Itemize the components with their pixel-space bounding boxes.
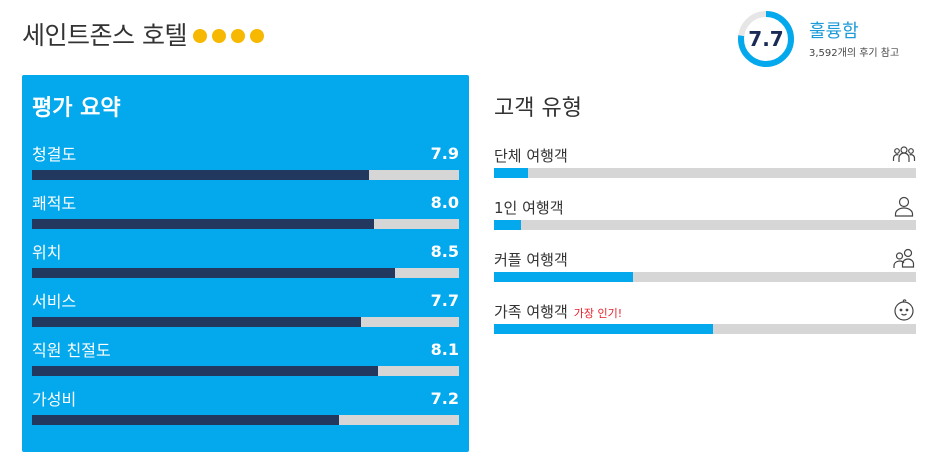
score-label: 훌륭함 — [809, 21, 859, 42]
traveler-row-group[interactable]: 단체 여행객 — [494, 140, 916, 178]
rating-bar — [32, 317, 459, 327]
hotel-header: 세인트존스 호텔 — [22, 16, 269, 52]
traveler-types-title: 고객 유형 — [494, 96, 582, 121]
traveler-bar — [494, 324, 916, 334]
summary-title: 평가 요약 — [32, 96, 121, 121]
rating-bar — [32, 415, 459, 425]
star-icon — [249, 29, 264, 43]
couple-icon — [893, 248, 915, 268]
rating-row-comfort: 쾌적도 8.0 — [32, 191, 459, 229]
rating-summary-panel: 평가 요약 — [22, 75, 469, 452]
traveler-bar — [494, 220, 916, 230]
group-icon — [892, 146, 916, 162]
star-icon — [230, 29, 245, 43]
traveler-label: 커플 여행객 — [494, 251, 568, 269]
rating-bar-fill — [32, 268, 395, 278]
star-rating — [192, 29, 269, 43]
overall-score: 7.7 훌륭함 3,592개의 후기 참고 — [737, 10, 899, 68]
rating-bar — [32, 170, 459, 180]
star-icon — [211, 29, 226, 43]
rating-label: 위치 — [32, 243, 62, 262]
traveler-bar-fill — [494, 272, 634, 282]
rating-bar-fill — [32, 415, 340, 425]
traveler-row-family[interactable]: 가족 여행객 가장 인기! — [494, 296, 916, 334]
rating-value: 8.1 — [430, 339, 459, 359]
rating-row-staff: 직원 친절도 8.1 — [32, 338, 459, 376]
rating-label: 청결도 — [32, 145, 77, 164]
rating-value: 8.5 — [430, 241, 459, 261]
traveler-row-solo[interactable]: 1인 여행객 — [494, 192, 916, 230]
rating-bar-fill — [32, 170, 370, 180]
rating-value: 7.2 — [430, 388, 459, 408]
rating-bar — [32, 219, 459, 229]
rating-bar-fill — [32, 219, 374, 229]
traveler-bar-fill — [494, 220, 522, 230]
rating-row-service: 서비스 7.7 — [32, 289, 459, 327]
score-value: 7.7 — [748, 27, 784, 51]
rating-row-value: 가성비 7.2 — [32, 387, 459, 425]
score-ring-graphic — [738, 11, 794, 67]
most-popular-badge: 가장 인기! — [573, 307, 623, 320]
rating-bar — [32, 268, 459, 278]
hotel-name: 세인트존스 호텔 — [22, 21, 187, 50]
traveler-label: 가족 여행객 — [494, 303, 568, 321]
rating-label: 가성비 — [32, 390, 77, 409]
rating-row-cleanliness: 청결도 7.9 — [32, 142, 459, 180]
rating-value: 7.7 — [430, 290, 459, 310]
rating-label: 쾌적도 — [32, 194, 77, 213]
rating-bar-fill — [32, 317, 361, 327]
star-icon — [192, 29, 207, 43]
rating-bar-fill — [32, 366, 378, 376]
review-count: 3,592개의 후기 참고 — [809, 48, 900, 59]
rating-label: 직원 친절도 — [32, 341, 111, 360]
traveler-row-couple[interactable]: 커플 여행객 — [494, 244, 916, 282]
traveler-bar — [494, 272, 916, 282]
traveler-bar-fill — [494, 324, 714, 334]
rating-value: 7.9 — [430, 143, 459, 163]
person-icon — [894, 196, 914, 217]
rating-row-location: 위치 8.5 — [32, 240, 459, 278]
traveler-bar — [494, 168, 916, 178]
baby-icon — [894, 299, 914, 321]
rating-label: 서비스 — [32, 292, 77, 311]
rating-value: 8.0 — [430, 192, 459, 212]
traveler-bar-fill — [494, 168, 528, 178]
traveler-label: 단체 여행객 — [494, 147, 568, 165]
traveler-label: 1인 여행객 — [494, 199, 564, 217]
rating-bar — [32, 366, 459, 376]
score-ring: 7.7 — [737, 10, 795, 68]
